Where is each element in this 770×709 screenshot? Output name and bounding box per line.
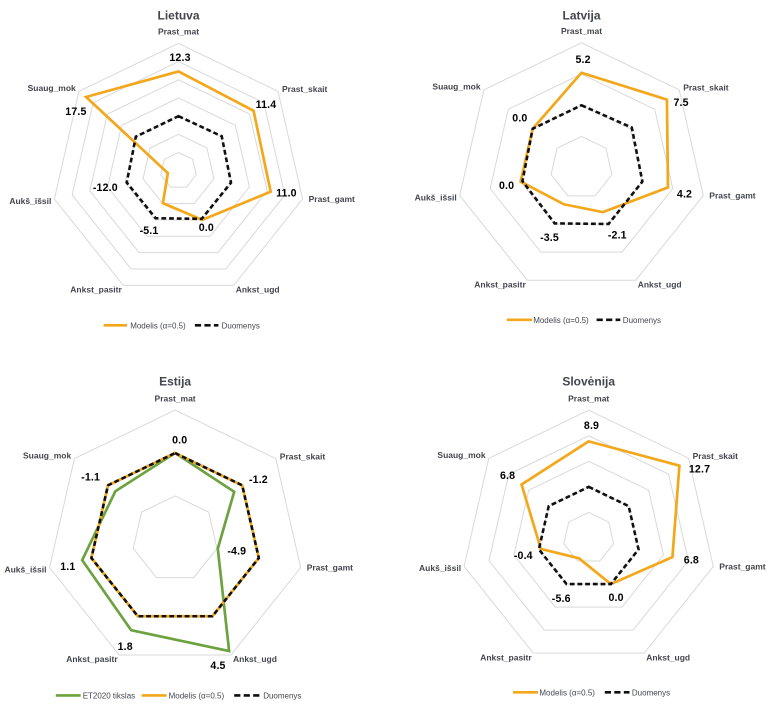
svg-text:Modelis (α=0.5): Modelis (α=0.5): [169, 691, 225, 700]
svg-text:Ankst_ugd: Ankst_ugd: [646, 652, 690, 662]
svg-text:8.9: 8.9: [584, 420, 599, 432]
svg-text:Prast_gamt: Prast_gamt: [709, 191, 755, 201]
svg-text:1.1: 1.1: [60, 561, 75, 573]
svg-text:-3.5: -3.5: [540, 232, 559, 244]
svg-text:Aukš_išsil: Aukš_išsil: [9, 196, 51, 206]
svg-text:Aukš_išsil: Aukš_išsil: [4, 564, 46, 574]
svg-text:Prast_skait: Prast_skait: [282, 84, 328, 94]
svg-text:Ankst_pasitr: Ankst_pasitr: [70, 285, 122, 295]
svg-text:4.2: 4.2: [677, 188, 692, 200]
svg-text:Estija: Estija: [159, 375, 191, 389]
svg-text:Prast_skait: Prast_skait: [683, 83, 729, 93]
svg-text:0.0: 0.0: [512, 113, 527, 125]
svg-text:Suaug_mok: Suaug_mok: [437, 450, 485, 460]
svg-text:Suaug_mok: Suaug_mok: [23, 450, 71, 460]
svg-text:11.4: 11.4: [256, 99, 277, 111]
svg-text:Prast_skait: Prast_skait: [693, 451, 739, 461]
svg-text:Aukš_išsil: Aukš_išsil: [415, 192, 457, 202]
svg-text:Ankst_pasitr: Ankst_pasitr: [474, 279, 526, 289]
svg-text:1.8: 1.8: [118, 641, 133, 653]
svg-text:-5.1: -5.1: [140, 225, 159, 237]
svg-text:Duomenys: Duomenys: [632, 688, 670, 697]
svg-text:Aukš_išsil: Aukš_išsil: [419, 563, 461, 573]
svg-text:0.0: 0.0: [609, 592, 624, 604]
svg-text:6.8: 6.8: [684, 555, 699, 567]
svg-text:6.8: 6.8: [500, 470, 515, 482]
svg-text:17.5: 17.5: [65, 106, 86, 118]
svg-text:Prast_mat: Prast_mat: [155, 393, 196, 403]
svg-text:Modelis (α=0.5): Modelis (α=0.5): [130, 321, 186, 330]
svg-text:ET2020 tikslas: ET2020 tikslas: [83, 691, 135, 700]
svg-text:0.0: 0.0: [172, 435, 187, 447]
svg-text:0.0: 0.0: [199, 222, 214, 234]
svg-text:Suaug_mok: Suaug_mok: [432, 82, 480, 92]
svg-text:7.5: 7.5: [674, 97, 689, 109]
svg-text:Prast_mat: Prast_mat: [561, 26, 602, 36]
svg-text:-12.0: -12.0: [93, 182, 118, 194]
svg-text:Duomenys: Duomenys: [222, 321, 260, 330]
svg-text:-4.9: -4.9: [227, 546, 246, 558]
svg-text:-0.4: -0.4: [514, 550, 533, 562]
svg-text:-1.2: -1.2: [249, 474, 268, 486]
svg-text:Prast_skait: Prast_skait: [280, 451, 326, 461]
svg-text:Ankst_pasitr: Ankst_pasitr: [66, 654, 118, 664]
svg-text:12.3: 12.3: [169, 52, 190, 64]
svg-text:-1.1: -1.1: [81, 472, 100, 484]
svg-text:5.2: 5.2: [576, 54, 591, 66]
svg-text:0.0: 0.0: [499, 180, 514, 192]
svg-text:Duomenys: Duomenys: [263, 691, 301, 700]
svg-text:Modelis (α=0.5): Modelis (α=0.5): [539, 688, 595, 697]
svg-text:Ankst_pasitr: Ankst_pasitr: [480, 652, 532, 662]
svg-text:4.5: 4.5: [210, 660, 225, 672]
svg-text:11.0: 11.0: [276, 188, 297, 200]
svg-text:Prast_gamt: Prast_gamt: [719, 561, 765, 571]
svg-text:12.7: 12.7: [689, 464, 710, 476]
svg-text:Modelis (α=0.5): Modelis (α=0.5): [533, 316, 589, 325]
svg-text:Prast_gamt: Prast_gamt: [309, 194, 355, 204]
svg-text:-5.6: -5.6: [552, 593, 571, 605]
svg-text:Suaug_mok: Suaug_mok: [28, 83, 76, 93]
svg-text:-2.1: -2.1: [608, 230, 627, 242]
svg-text:Slovėnija: Slovėnija: [562, 375, 615, 389]
svg-text:Prast_mat: Prast_mat: [158, 27, 199, 37]
svg-text:Ankst_ugd: Ankst_ugd: [638, 279, 682, 289]
svg-text:Duomenys: Duomenys: [623, 316, 661, 325]
svg-text:Prast_gamt: Prast_gamt: [307, 563, 353, 573]
svg-text:Ankst_ugd: Ankst_ugd: [236, 285, 280, 295]
svg-text:Ankst_ugd: Ankst_ugd: [233, 654, 277, 664]
svg-text:Latvija: Latvija: [562, 9, 600, 23]
svg-text:Lietuva: Lietuva: [157, 9, 199, 23]
svg-text:Prast_mat: Prast_mat: [568, 393, 609, 403]
